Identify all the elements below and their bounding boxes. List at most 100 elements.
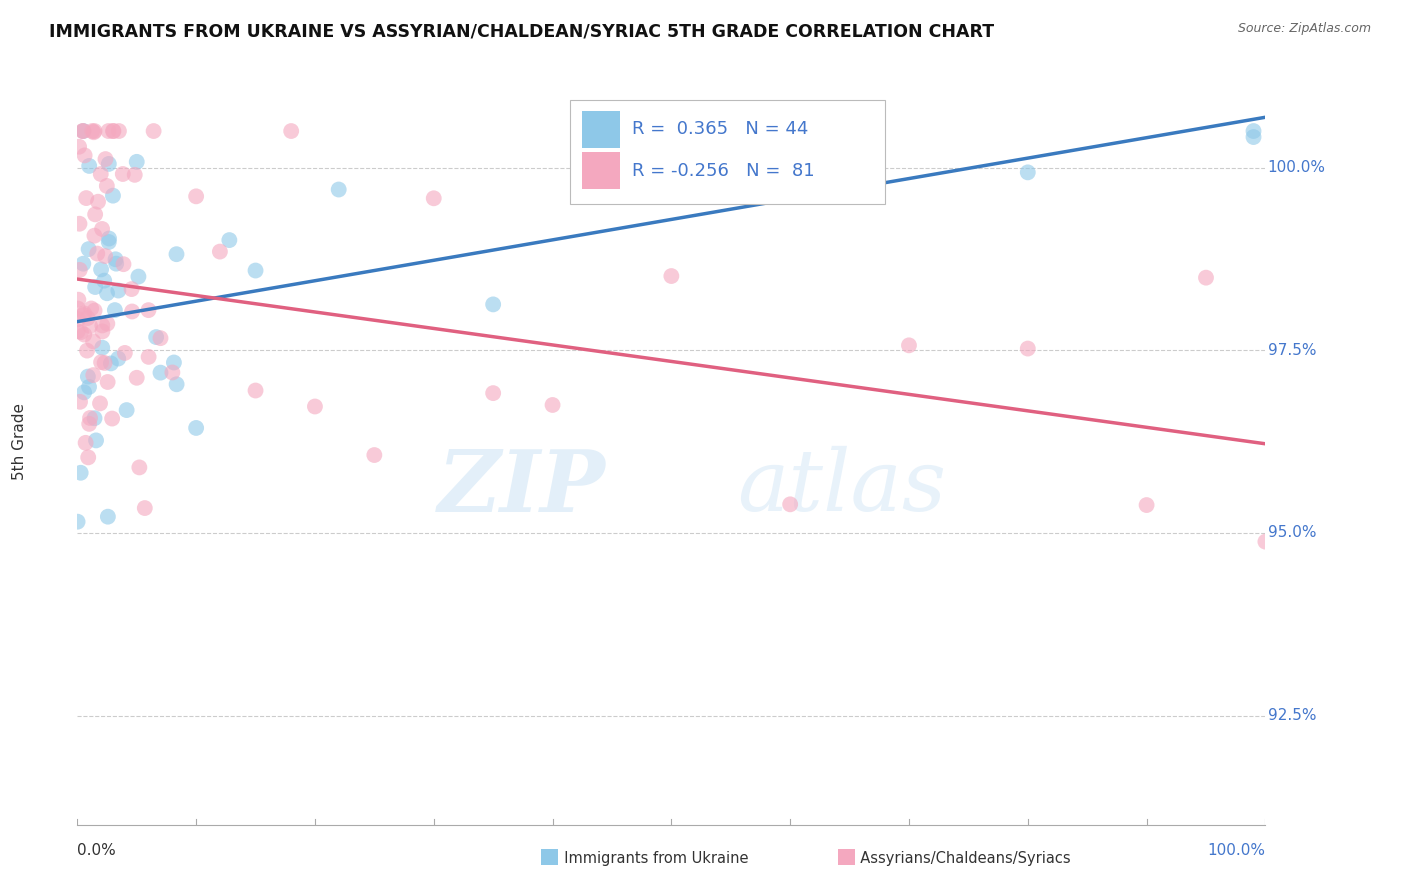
Point [67, 312, 90, 326]
Point [77, 242, 100, 256]
Point [111, 167, 134, 181]
Point [93, 274, 115, 288]
Point [97, 235, 120, 249]
Point [73, 327, 96, 342]
Point [72, 308, 94, 322]
Point [101, 411, 124, 425]
Point [84, 280, 107, 294]
Point [82, 368, 104, 383]
Text: 0.0%: 0.0% [77, 843, 117, 858]
Point [1017, 342, 1039, 356]
Point [82, 334, 104, 349]
Point [77, 380, 100, 394]
Point [83, 303, 105, 318]
Point [94, 152, 117, 166]
Point [218, 233, 240, 247]
Point [69, 217, 91, 231]
Point [76, 369, 98, 384]
Point [72, 257, 94, 271]
Point [79, 318, 101, 333]
Point [97, 509, 120, 524]
Point [328, 182, 350, 196]
Point [1017, 165, 1039, 179]
Point [73, 385, 96, 400]
Point [97, 124, 120, 138]
Point [91, 318, 114, 333]
Point [108, 124, 131, 138]
Point [97, 375, 120, 389]
Point [423, 191, 446, 205]
Point [127, 269, 149, 284]
Point [90, 167, 112, 181]
Point [101, 188, 124, 202]
Point [208, 244, 231, 259]
Point [91, 341, 114, 355]
Point [91, 325, 114, 339]
Point [84, 207, 107, 221]
Point [138, 303, 160, 318]
Point [90, 262, 112, 277]
Point [114, 346, 136, 360]
Point [121, 282, 143, 296]
Point [75, 191, 97, 205]
Point [304, 400, 326, 414]
Point [363, 448, 385, 462]
Point [91, 222, 114, 236]
Point [100, 356, 122, 370]
Point [77, 450, 100, 465]
Point [1195, 270, 1218, 285]
Point [162, 366, 184, 380]
Point [245, 384, 267, 398]
Point [121, 304, 143, 318]
Point [103, 124, 125, 138]
Point [105, 257, 128, 271]
Point [96, 178, 118, 193]
Point [66, 515, 89, 529]
Point [73, 148, 96, 162]
Point [541, 398, 564, 412]
Point [69, 466, 91, 480]
Text: 92.5%: 92.5% [1268, 708, 1316, 723]
Point [107, 284, 129, 298]
Point [134, 501, 156, 516]
Point [87, 194, 110, 209]
Point [112, 257, 135, 271]
Text: 97.5%: 97.5% [1268, 343, 1316, 358]
Point [245, 263, 267, 277]
Point [66, 324, 89, 338]
Text: Immigrants from Ukraine: Immigrants from Ukraine [555, 851, 749, 865]
Point [72, 124, 94, 138]
Point [125, 371, 148, 385]
Point [83, 228, 105, 243]
Point [76, 311, 98, 326]
Text: 100.0%: 100.0% [1208, 843, 1265, 858]
Point [779, 497, 801, 511]
Point [89, 396, 111, 410]
Point [142, 124, 165, 138]
Point [90, 355, 112, 369]
Point [75, 435, 97, 450]
Point [138, 350, 160, 364]
Point [80, 301, 103, 316]
Point [67, 293, 90, 307]
Point [104, 252, 127, 267]
Point [72, 124, 94, 138]
Point [96, 286, 118, 301]
Point [93, 356, 115, 370]
Point [94, 249, 117, 263]
Point [128, 460, 150, 475]
Point [83, 125, 105, 139]
Point [83, 411, 105, 425]
Text: IMMIGRANTS FROM UKRAINE VS ASSYRIAN/CHALDEAN/SYRIAC 5TH GRADE CORRELATION CHART: IMMIGRANTS FROM UKRAINE VS ASSYRIAN/CHAL… [49, 22, 994, 40]
Point [482, 386, 505, 401]
Point [83, 124, 105, 138]
Text: 100.0%: 100.0% [1268, 160, 1326, 175]
Point [145, 330, 167, 344]
Bar [582, 111, 620, 148]
Point [149, 331, 172, 345]
Text: 5th Grade: 5th Grade [13, 403, 28, 480]
Point [79, 411, 101, 425]
Point [77, 159, 100, 173]
Point [1254, 534, 1277, 549]
Point [186, 189, 208, 203]
